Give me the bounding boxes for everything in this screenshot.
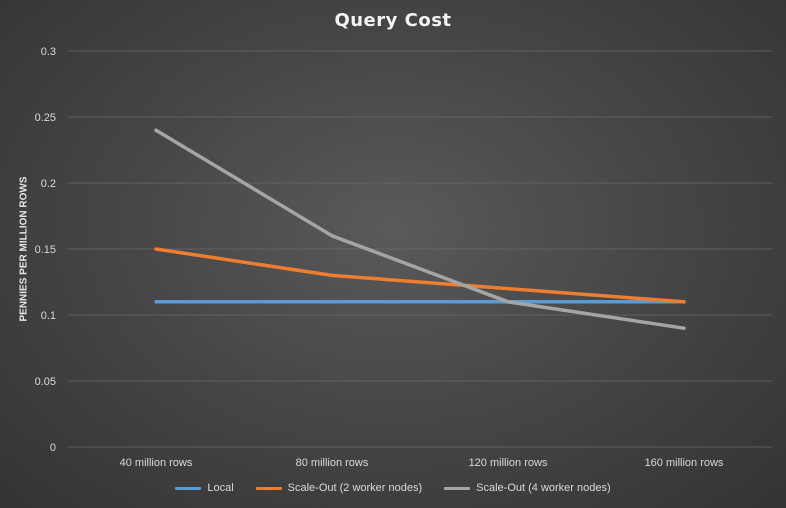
y-tick-label: 0.25 bbox=[35, 112, 56, 124]
legend-swatch-scale-out-4 bbox=[444, 486, 471, 490]
legend-label-scale-out-4: Scale-Out (4 worker nodes) bbox=[476, 482, 611, 494]
legend-swatch-scale-out-2 bbox=[255, 486, 282, 490]
legend-item-scale-out-2: Scale-Out (2 worker nodes) bbox=[255, 482, 423, 494]
y-tick-label: 0.1 bbox=[41, 310, 56, 322]
x-tick-label: 40 million rows bbox=[120, 457, 193, 469]
series-lines bbox=[154, 128, 686, 330]
y-axis-label: PENNIES PER MILLION ROWS bbox=[18, 176, 30, 322]
y-tick-labels: 0 0.05 0.1 0.15 0.2 0.25 0.3 bbox=[35, 46, 56, 454]
y-tick-label: 0 bbox=[50, 442, 56, 454]
legend-item-local: Local bbox=[175, 482, 234, 494]
legend-item-scale-out-4: Scale-Out (4 worker nodes) bbox=[444, 482, 611, 494]
x-tick-label: 160 million rows bbox=[645, 457, 724, 469]
chart-title: Query Cost bbox=[334, 10, 452, 31]
x-tick-labels: 40 million rows 80 million rows 120 millio… bbox=[120, 457, 724, 469]
y-tick-label: 0.15 bbox=[35, 244, 56, 256]
legend-label-scale-out-2: Scale-Out (2 worker nodes) bbox=[287, 482, 423, 494]
x-tick-label: 80 million rows bbox=[296, 457, 369, 469]
legend: Local Scale-Out (2 worker nodes) Scale-O… bbox=[0, 482, 786, 494]
series-line-scale-out-4 bbox=[154, 128, 686, 330]
legend-label-local: Local bbox=[207, 482, 234, 494]
legend-swatch-local bbox=[175, 486, 202, 490]
gridlines bbox=[68, 50, 772, 448]
y-tick-label: 0.3 bbox=[41, 46, 56, 58]
x-tick-label: 120 million rows bbox=[469, 457, 548, 469]
y-tick-label: 0.2 bbox=[41, 178, 56, 190]
series-line-scale-out-2 bbox=[154, 247, 686, 304]
y-tick-label: 0.05 bbox=[35, 376, 56, 388]
